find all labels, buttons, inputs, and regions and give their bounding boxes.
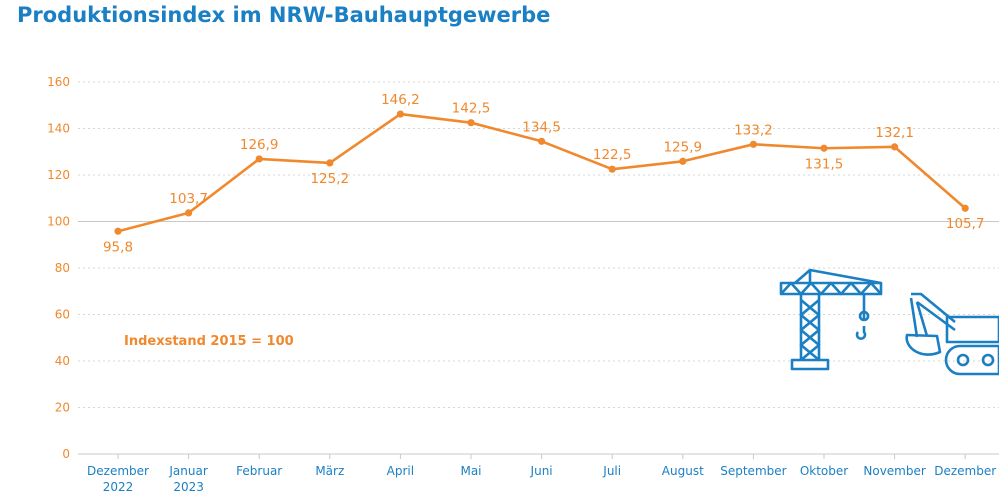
y-tick-label: 160 [47,75,70,89]
data-label: 132,1 [875,125,914,141]
y-tick-label: 140 [47,122,70,136]
data-label: 126,9 [240,137,279,153]
data-point [961,204,969,212]
x-tick-label: Juli [602,464,621,478]
data-label: 142,5 [452,101,491,117]
data-label: 131,5 [805,156,844,172]
x-tick-label: April [387,464,414,478]
x-tick-label: 2023 [173,480,204,494]
y-tick-label: 40 [55,354,70,368]
x-tick-label: Oktober [800,464,848,478]
data-points [114,110,969,235]
gridlines [78,81,999,455]
data-point [891,143,899,151]
y-tick-label: 100 [47,215,70,229]
data-label: 95,8 [103,239,133,255]
data-labels: 95,8 103,7 126,9 125,2 146,2 142,5 134,5 122,5 1… [103,92,985,255]
data-point [679,157,687,165]
x-tick-label: Juni [530,464,553,478]
data-label: 134,5 [522,119,561,135]
data-label: 122,5 [593,147,632,163]
data-label: 103,7 [169,191,208,207]
x-tick-label: August [662,464,704,478]
y-tick-label: 0 [62,447,70,461]
data-point [467,119,475,127]
x-tick-label: Dezember [87,464,149,478]
x-tick-label: Mai [460,464,481,478]
crane-icon [779,268,883,371]
x-tick-label: März [315,464,344,478]
y-axis-ticks: 0 20 40 60 80 100 120 140 160 [47,75,70,461]
x-tick-label: September [720,464,786,478]
data-point [255,155,263,163]
data-point [749,140,758,148]
y-tick-label: 80 [55,261,70,275]
data-label: 105,7 [946,216,985,232]
y-tick-label: 20 [55,401,70,415]
data-label: 133,2 [734,122,773,138]
data-point [114,227,122,235]
data-label: 146,2 [381,92,420,108]
index-annotation: Indexstand 2015 = 100 [124,334,294,349]
x-axis-ticks: Dezember 2022 Januar 2023 Februar März April Ma… [87,454,996,494]
data-point [538,137,546,145]
data-label: 125,2 [310,171,349,187]
data-label: 125,9 [663,139,702,155]
data-point [185,209,193,217]
x-tick-label: Dezember [934,464,996,478]
data-point [820,144,828,152]
y-tick-label: 120 [47,168,70,182]
y-tick-label: 60 [55,308,70,322]
page-title: Produktionsindex im NRW-Bauhauptgewerbe [17,3,551,27]
x-tick-label: 2022 [103,480,134,494]
excavator-icon [905,292,999,376]
x-tick-label: Februar [236,464,282,478]
data-point [326,159,334,167]
data-point [608,165,616,173]
data-point [396,110,404,118]
x-tick-label: Januar [168,464,207,478]
x-tick-label: November [863,464,925,478]
